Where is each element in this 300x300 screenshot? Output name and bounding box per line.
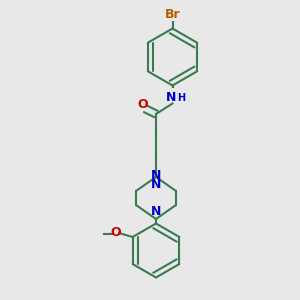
Text: N: N bbox=[151, 205, 161, 218]
Text: O: O bbox=[111, 226, 122, 239]
Text: Br: Br bbox=[165, 8, 180, 21]
Text: N: N bbox=[166, 91, 176, 104]
Text: N: N bbox=[151, 178, 161, 191]
Text: O: O bbox=[137, 98, 148, 112]
Text: N: N bbox=[151, 169, 161, 182]
Text: H: H bbox=[177, 93, 186, 103]
